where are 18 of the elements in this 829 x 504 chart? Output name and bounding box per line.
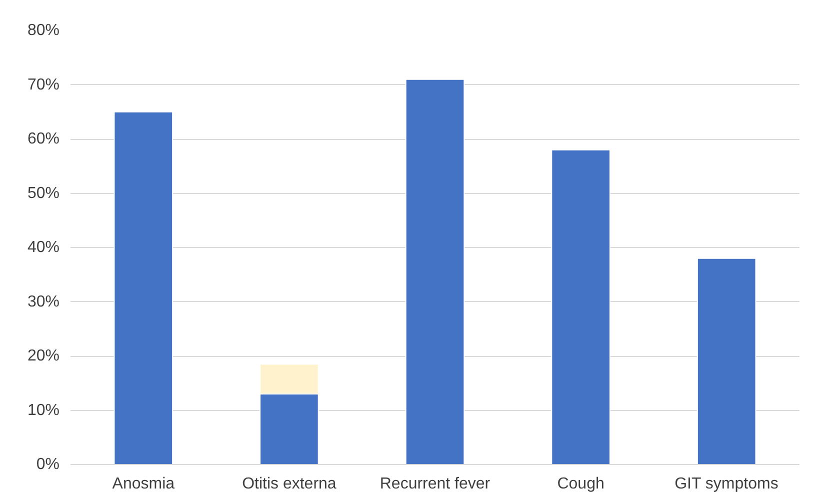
bar <box>405 78 465 464</box>
x-tick-label: Recurrent fever <box>380 476 491 492</box>
y-tick-label: 0% <box>36 456 60 473</box>
x-tick-label: Anosmia <box>112 476 175 492</box>
bar <box>114 111 174 464</box>
y-tick-label: 20% <box>27 348 60 364</box>
y-tick-label: 40% <box>27 239 60 256</box>
x-tick-label: Otitis externa <box>242 476 336 492</box>
x-tick-label: GIT symptoms <box>674 476 778 492</box>
y-tick-label: 60% <box>27 130 60 148</box>
y-tick-label: 80% <box>27 22 60 39</box>
y-tick-label: 10% <box>27 402 60 419</box>
bar <box>551 149 610 464</box>
y-tick-label: 30% <box>27 293 60 310</box>
y-tick-label: 70% <box>27 76 60 94</box>
x-tick-label: Cough <box>557 476 604 492</box>
y-tick-label: 50% <box>27 184 60 202</box>
bar <box>696 258 756 464</box>
